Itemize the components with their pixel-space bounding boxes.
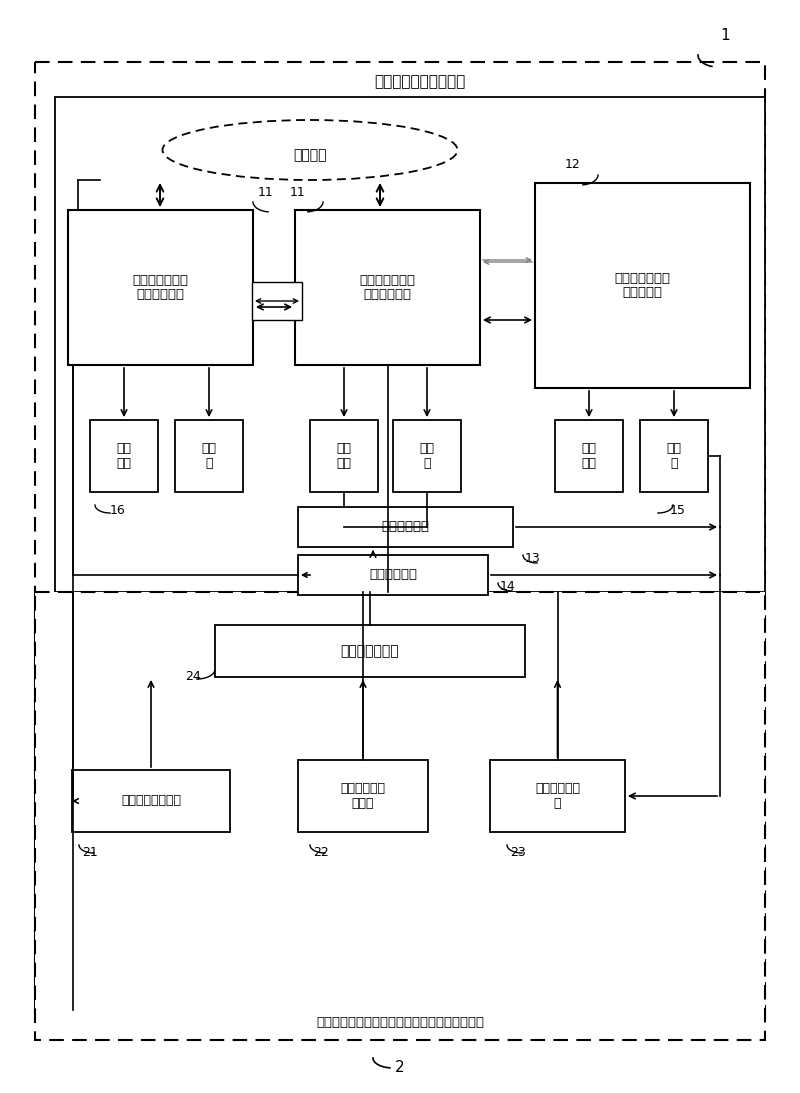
Text: 网络总线: 网络总线: [294, 148, 326, 162]
Bar: [35, 592, 765, 1041]
Bar: [555, 420, 623, 492]
Text: 15: 15: [670, 504, 686, 517]
Bar: [310, 420, 378, 492]
Bar: [295, 210, 480, 365]
Text: 21: 21: [82, 846, 98, 858]
Text: 缺省值设置模块: 缺省值设置模块: [341, 644, 399, 658]
Bar: [298, 555, 488, 595]
Bar: [298, 507, 513, 546]
Text: 传感
器: 传感 器: [419, 442, 434, 470]
Text: 22: 22: [313, 846, 329, 858]
Bar: [215, 625, 525, 677]
Bar: [90, 420, 158, 492]
Text: 传感器信号模
块: 传感器信号模 块: [535, 781, 580, 810]
Text: 驱动
机构: 驱动 机构: [117, 442, 131, 470]
Text: 传感
器: 传感 器: [666, 442, 682, 470]
Bar: [252, 282, 302, 320]
Text: 14: 14: [500, 580, 516, 593]
Text: 1: 1: [720, 27, 730, 43]
Text: 非安个级数字化
仪表控制平台: 非安个级数字化 仪表控制平台: [133, 273, 189, 302]
Ellipse shape: [162, 120, 458, 180]
Text: 网络信号检测模块: 网络信号检测模块: [121, 795, 181, 808]
Bar: [35, 62, 765, 1022]
Bar: [72, 769, 230, 832]
Text: 非安个级数字化
仪表控制平台: 非安个级数字化 仪表控制平台: [359, 273, 415, 302]
Text: 12: 12: [565, 158, 581, 172]
Text: 13: 13: [525, 552, 541, 565]
Text: 2: 2: [395, 1060, 405, 1076]
Bar: [55, 97, 765, 592]
Bar: [640, 420, 708, 492]
Text: 驱动
机构: 驱动 机构: [337, 442, 351, 470]
Bar: [175, 420, 243, 492]
Text: 传感
器: 传感 器: [202, 442, 217, 470]
Bar: [68, 210, 253, 365]
Text: 驱动
机构: 驱动 机构: [582, 442, 597, 470]
Text: 11: 11: [258, 186, 274, 199]
Bar: [535, 183, 750, 388]
Text: 24: 24: [185, 670, 201, 682]
Text: 11: 11: [290, 186, 306, 199]
Text: 核电站数字化控制系统的缺省值检测和设置装置: 核电站数字化控制系统的缺省值检测和设置装置: [316, 1015, 484, 1029]
Text: 16: 16: [110, 504, 126, 517]
Bar: [393, 420, 461, 492]
Text: 安全级数字化仪
表控制平台: 安全级数字化仪 表控制平台: [614, 271, 670, 299]
Text: 核电站数字化控制系统: 核电站数字化控制系统: [374, 74, 466, 90]
Text: 核安全传感器: 核安全传感器: [369, 568, 417, 581]
Text: 硬接线信号检
测模块: 硬接线信号检 测模块: [341, 781, 386, 810]
Bar: [490, 760, 625, 832]
Text: 23: 23: [510, 846, 526, 858]
Bar: [298, 760, 428, 832]
Text: 半导体探测器: 半导体探测器: [382, 520, 430, 533]
